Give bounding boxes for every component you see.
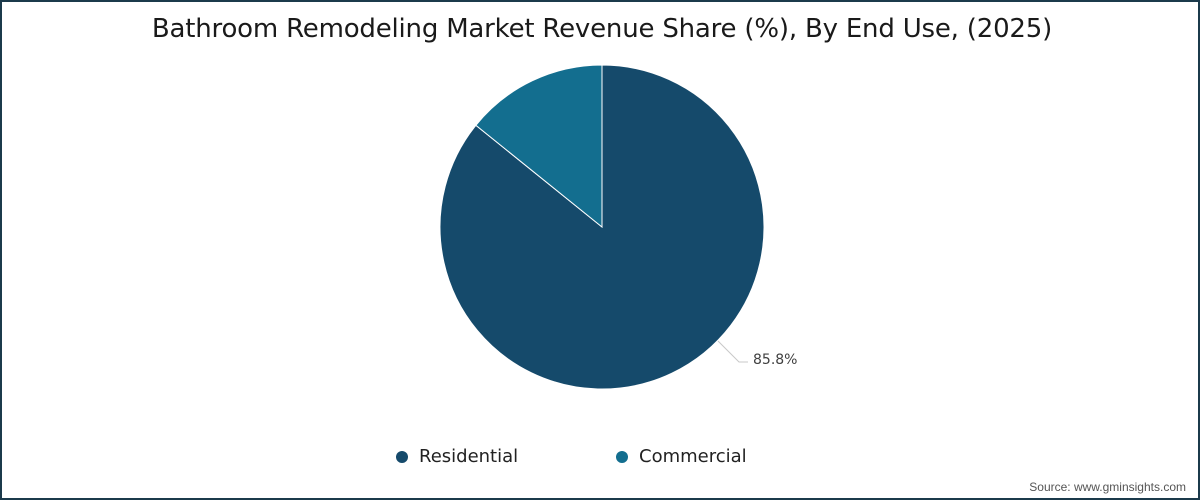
data-label-leader-line xyxy=(717,340,748,363)
source-credit: Source: www.gminsights.com xyxy=(1029,480,1186,494)
legend-item-commercial[interactable]: Commercial xyxy=(616,446,747,467)
legend-dot-icon xyxy=(396,450,408,463)
legend: Residential Commercial xyxy=(2,446,1200,470)
legend-label: Commercial xyxy=(639,446,747,467)
legend-item-residential[interactable]: Residential xyxy=(396,446,518,467)
chart-title: Bathroom Remodeling Market Revenue Share… xyxy=(151,14,1053,44)
data-label-residential: 85.8% xyxy=(753,352,798,368)
legend-label: Residential xyxy=(419,446,519,467)
pie-slice-commercial[interactable] xyxy=(475,64,603,229)
legend-dot-icon xyxy=(616,450,628,463)
